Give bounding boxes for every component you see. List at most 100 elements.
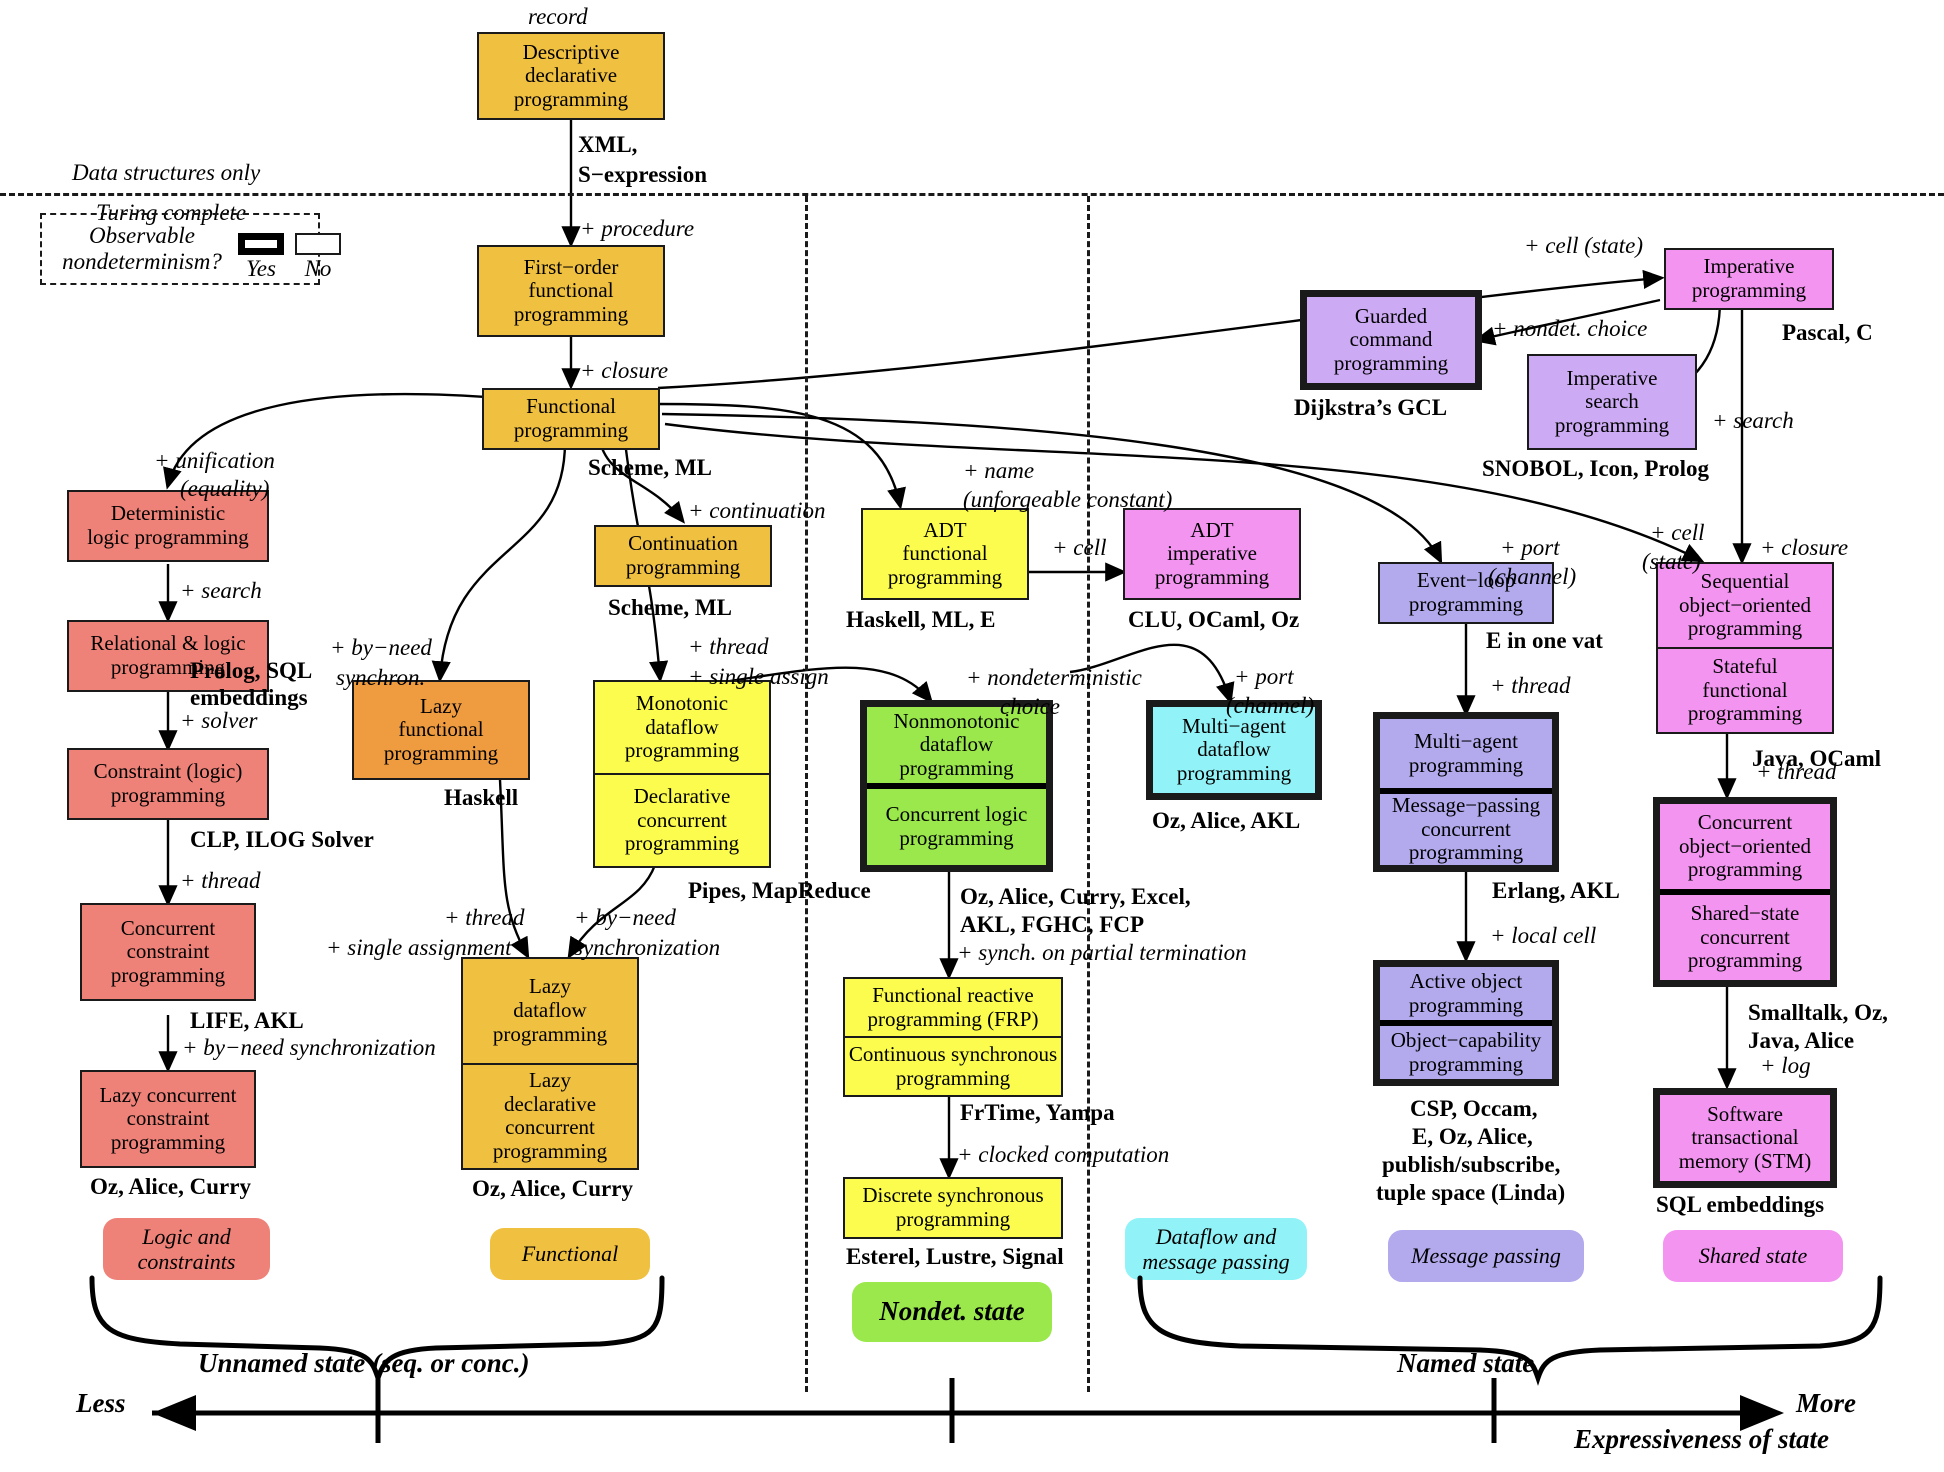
- edge-label-synchron: synchron.: [336, 665, 426, 690]
- pill-dataflow-and-message-passing: Dataflow and message passing: [1125, 1218, 1307, 1280]
- edge-label-single-assignment: + single assignment: [326, 935, 512, 960]
- lang-oz-alice-curry-excel-2: AKL, FGHC, FCP: [960, 912, 1144, 937]
- node-software-transactional-memory[interactable]: Software transactional memory (STM): [1653, 1088, 1837, 1188]
- node-guarded-command-programming[interactable]: Guarded command programming: [1300, 290, 1482, 390]
- node-object-capability-programming[interactable]: Object−capability programming: [1380, 1020, 1552, 1079]
- edge-label-nondet-choice: + nondet. choice: [1492, 316, 1648, 341]
- label-record: record: [528, 4, 588, 29]
- node-group-frp-continuous[interactable]: Functional reactive programming (FRP) Co…: [843, 977, 1063, 1097]
- axis-caption: Expressiveness of state: [1574, 1424, 1829, 1454]
- node-continuation-programming[interactable]: Continuation programming: [594, 525, 772, 587]
- node-group-multi-agent-message-passing[interactable]: Multi−agent programming Message−passing …: [1373, 712, 1559, 872]
- node-group-lazy-dataflow[interactable]: Lazy dataflow programming Lazy declarati…: [461, 957, 639, 1170]
- edge-label-clocked-computation: + clocked computation: [957, 1142, 1170, 1167]
- node-group-dataflow-declarative[interactable]: Monotonic dataflow programming Declarati…: [593, 680, 771, 868]
- lang-java-ocaml: Java, OCaml: [1752, 746, 1882, 771]
- lang-csp-3: publish/subscribe,: [1382, 1152, 1561, 1177]
- edge-label-state-sequential: (state): [1642, 549, 1701, 574]
- legend-swatch-yes: [238, 233, 284, 255]
- lang-oz-alice-curry-2: Oz, Alice, Curry: [472, 1176, 633, 1201]
- node-group-concurrent-oo-shared-state[interactable]: Concurrent object−oriented programming S…: [1653, 797, 1837, 987]
- edge-label-choice: choice: [1000, 694, 1061, 719]
- node-group-active-object-capability[interactable]: Active object programming Object−capabil…: [1373, 960, 1559, 1086]
- edge-label-cell-state-imperative: + cell (state): [1524, 233, 1643, 258]
- node-group-nonmonotonic-dataflow[interactable]: Nonmonotonic dataflow programming Concur…: [860, 700, 1053, 872]
- lang-frtime-yampa: FrTime, Yampa: [960, 1100, 1115, 1125]
- node-stateful-functional-programming[interactable]: Stateful functional programming: [1658, 647, 1832, 732]
- node-constraint-logic-programming[interactable]: Constraint (logic) programming: [67, 748, 269, 820]
- edge-label-log: + log: [1760, 1053, 1811, 1078]
- lang-oz-alice-curry-1: Oz, Alice, Curry: [90, 1174, 251, 1199]
- node-concurrent-logic-programming[interactable]: Concurrent logic programming: [867, 783, 1046, 865]
- node-active-object-programming[interactable]: Active object programming: [1380, 967, 1552, 1020]
- edge-label-unification-equality: (equality): [180, 476, 270, 501]
- edge-label-procedure: + procedure: [580, 216, 695, 241]
- edge-label-solver: + solver: [180, 708, 258, 733]
- edge-label-closure-sequential: + closure: [1760, 535, 1849, 560]
- pill-shared-state: Shared state: [1663, 1230, 1843, 1282]
- lang-clu-ocaml-oz: CLU, OCaml, Oz: [1128, 607, 1300, 632]
- node-continuous-synchronous-programming[interactable]: Continuous synchronous programming: [845, 1036, 1061, 1095]
- node-event-loop-programming[interactable]: Event−loop programming: [1378, 562, 1554, 624]
- axis-tick-label-unnamed-state: Unnamed state (seq. or conc.): [198, 1348, 530, 1378]
- legend-observable-nondeterminism: Observable nondeterminism? Yes No: [40, 213, 341, 285]
- lang-pascal-c: Pascal, C: [1782, 320, 1873, 345]
- node-sequential-object-oriented-programming[interactable]: Sequential object−oriented programming: [1658, 564, 1832, 647]
- lang-smalltalk-1: Smalltalk, Oz,: [1748, 1000, 1888, 1025]
- lang-oz-alice-akl: Oz, Alice, AKL: [1152, 808, 1301, 833]
- edge-label-byneed-top: + by−need: [330, 635, 432, 660]
- node-functional-reactive-programming[interactable]: Functional reactive programming (FRP): [845, 979, 1061, 1036]
- edge-label-continuation: + continuation: [688, 498, 826, 523]
- edge-label-thread-logic: + thread: [180, 868, 261, 893]
- lang-e-in-one-vat: E in one vat: [1486, 628, 1603, 653]
- lang-haskell: Haskell: [444, 785, 519, 810]
- edge-label-cell-adt: + cell: [1052, 535, 1107, 560]
- node-adt-imperative-programming[interactable]: ADT imperative programming: [1123, 508, 1301, 600]
- node-imperative-programming[interactable]: Imperative programming: [1664, 248, 1834, 310]
- lang-haskell-ml-e: Haskell, ML, E: [846, 607, 996, 632]
- edge-label-name: + name: [963, 458, 1035, 483]
- lang-prolog-sql-1: Prolog, SQL: [190, 658, 313, 683]
- lang-clp-ilog: CLP, ILOG Solver: [190, 827, 374, 852]
- lang-xml-2: S−expression: [578, 162, 707, 187]
- lang-csp-4: tuple space (Linda): [1376, 1180, 1566, 1205]
- node-nonmonotonic-dataflow-programming[interactable]: Nonmonotonic dataflow programming: [867, 707, 1046, 783]
- node-functional-programming[interactable]: Functional programming: [482, 388, 660, 450]
- node-message-passing-concurrent-programming[interactable]: Message−passing concurrent programming: [1380, 788, 1552, 865]
- edge-label-unification: + unification: [154, 448, 275, 473]
- divider-vertical-1: [805, 196, 808, 1392]
- lang-pipes-mapreduce: Pipes, MapReduce: [688, 878, 871, 903]
- node-descriptive-declarative-programming[interactable]: Descriptive declarative programming: [477, 32, 665, 120]
- divider-vertical-2: [1087, 196, 1090, 1392]
- node-deterministic-logic-programming[interactable]: Deterministic logic programming: [67, 490, 269, 562]
- edge-label-byneed-synchronization-logic: + by−need synchronization: [182, 1035, 436, 1060]
- node-multi-agent-dataflow-programming[interactable]: Multi−agent dataflow programming: [1146, 700, 1322, 800]
- edge-label-local-cell: + local cell: [1490, 923, 1597, 948]
- node-concurrent-object-oriented-programming[interactable]: Concurrent object−oriented programming: [1660, 804, 1830, 889]
- node-lazy-functional-programming[interactable]: Lazy functional programming: [352, 680, 530, 780]
- node-monotonic-dataflow-programming[interactable]: Monotonic dataflow programming: [595, 682, 769, 773]
- node-lazy-declarative-concurrent-programming[interactable]: Lazy declarative concurrent programming: [463, 1062, 637, 1168]
- label-turing-complete: Turing complete: [96, 200, 247, 225]
- edge-label-search-imperative: + search: [1712, 408, 1794, 433]
- lang-esterel: Esterel, Lustre, Signal: [846, 1244, 1064, 1269]
- node-shared-state-concurrent-programming[interactable]: Shared−state concurrent programming: [1660, 889, 1830, 980]
- edge-label-channel-eventloop: (channel): [1488, 564, 1577, 589]
- node-discrete-synchronous-programming[interactable]: Discrete synchronous programming: [843, 1177, 1063, 1239]
- node-relational-logic-programming[interactable]: Relational & logic programming: [67, 620, 269, 692]
- node-group-sequential-oo-stateful[interactable]: Sequential object−oriented programming S…: [1656, 562, 1834, 734]
- lang-csp-1: CSP, Occam,: [1410, 1096, 1538, 1121]
- node-multi-agent-programming[interactable]: Multi−agent programming: [1380, 719, 1552, 789]
- lang-dijkstra-gcl: Dijkstra’s GCL: [1294, 395, 1448, 420]
- node-lazy-concurrent-constraint-programming[interactable]: Lazy concurrent constraint programming: [80, 1070, 256, 1168]
- node-imperative-search-programming[interactable]: Imperative search programming: [1527, 354, 1697, 450]
- node-lazy-dataflow-programming[interactable]: Lazy dataflow programming: [463, 959, 637, 1063]
- lang-smalltalk-2: Java, Alice: [1748, 1028, 1855, 1053]
- pill-functional: Functional: [490, 1228, 650, 1280]
- node-declarative-concurrent-programming[interactable]: Declarative concurrent programming: [595, 773, 769, 866]
- edge-label-cell-sequential: + cell: [1650, 520, 1705, 545]
- node-concurrent-constraint-programming[interactable]: Concurrent constraint programming: [80, 903, 256, 1001]
- node-adt-functional-programming[interactable]: ADT functional programming: [861, 508, 1029, 600]
- node-first-order-functional-programming[interactable]: First−order functional programming: [477, 245, 665, 337]
